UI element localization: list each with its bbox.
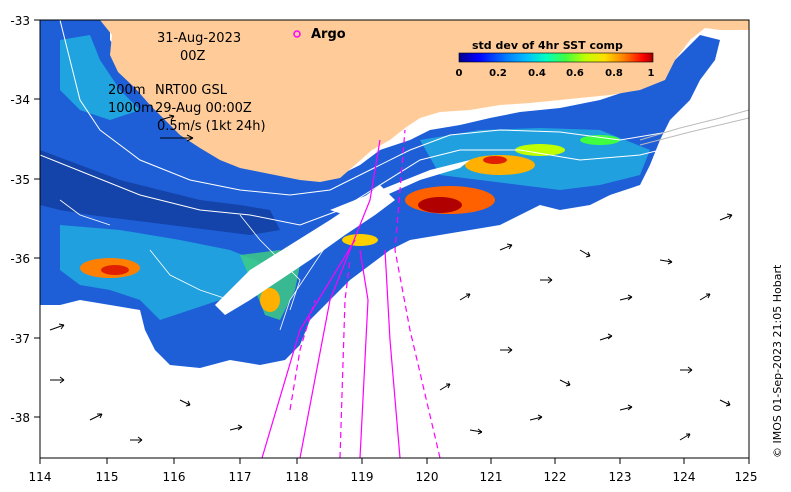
date-label: 31-Aug-2023 — [157, 31, 241, 46]
lon-tick-label: 119 — [351, 470, 374, 484]
time-label: 00Z — [180, 49, 206, 64]
colorbar-tick: 0 — [456, 68, 463, 79]
sst-field-cyan2 — [60, 225, 260, 320]
sst-field-deep — [40, 150, 280, 235]
credit-label: © IMOS 01-Sep-2023 21:05 Hobart — [771, 264, 784, 458]
contour-extra — [59, 199, 331, 331]
contour-200m-label: 200m — [108, 83, 145, 98]
lon-tick-labels: 114 115 116 117 118 119 120 121 122 123 … — [29, 470, 758, 484]
product-label: NRT00 GSL — [155, 83, 228, 98]
lon-ticks — [39, 458, 750, 464]
lon-tick-label: 120 — [416, 470, 439, 484]
lat-tick-label: -38 — [10, 411, 30, 425]
contour-200m — [59, 20, 749, 196]
lon-tick-label: 118 — [286, 470, 309, 484]
argo-marker-icon — [293, 30, 301, 38]
colorbar-tick: 0.8 — [605, 68, 623, 79]
product-time-label: 29-Aug 00:00Z — [155, 101, 252, 116]
lat-tick-labels: -33 -34 -35 -36 -37 -38 — [10, 14, 30, 425]
colorbar-title: std dev of 4hr SST comp — [472, 39, 623, 52]
vector-scale-label: 0.5m/s (1kt 24h) — [157, 119, 266, 134]
lat-ticks — [34, 19, 40, 418]
lat-tick-label: -34 — [10, 93, 30, 107]
lon-tick-label: 123 — [609, 470, 632, 484]
colorbar-tick: 0.6 — [566, 68, 584, 79]
lat-tick-label: -37 — [10, 332, 30, 346]
argo-tracks — [261, 129, 441, 458]
current-vectors — [49, 114, 733, 444]
sst-hotspots — [80, 135, 620, 312]
cloud-gap — [215, 185, 395, 315]
colorbar-tick: 1 — [648, 68, 655, 79]
lat-tick-label: -36 — [10, 252, 30, 266]
lon-tick-label: 124 — [673, 470, 696, 484]
contour-1000m-label: 1000m — [108, 101, 154, 116]
contour-1000m — [40, 119, 749, 226]
colorbar-tick: 0.2 — [489, 68, 507, 79]
lon-tick-label: 121 — [480, 470, 503, 484]
lon-tick-label: 116 — [163, 470, 186, 484]
contour-grey — [639, 109, 749, 146]
lon-tick-label: 114 — [29, 470, 52, 484]
colorbar-tick: 0.4 — [528, 68, 546, 79]
plot-frame — [39, 19, 750, 459]
lon-tick-label: 122 — [544, 470, 567, 484]
argo-label: Argo — [311, 27, 346, 42]
colorbar-gradient — [458, 52, 654, 63]
lon-tick-label: 117 — [229, 470, 252, 484]
vector-scale-arrow — [160, 134, 194, 142]
colorbar: std dev of 4hr SST comp 0 0.2 0.4 0.6 0.… — [456, 39, 655, 79]
lat-tick-label: -33 — [10, 14, 30, 28]
lon-tick-label: 125 — [735, 470, 758, 484]
lat-tick-label: -35 — [10, 173, 30, 187]
lon-tick-label: 115 — [96, 470, 119, 484]
